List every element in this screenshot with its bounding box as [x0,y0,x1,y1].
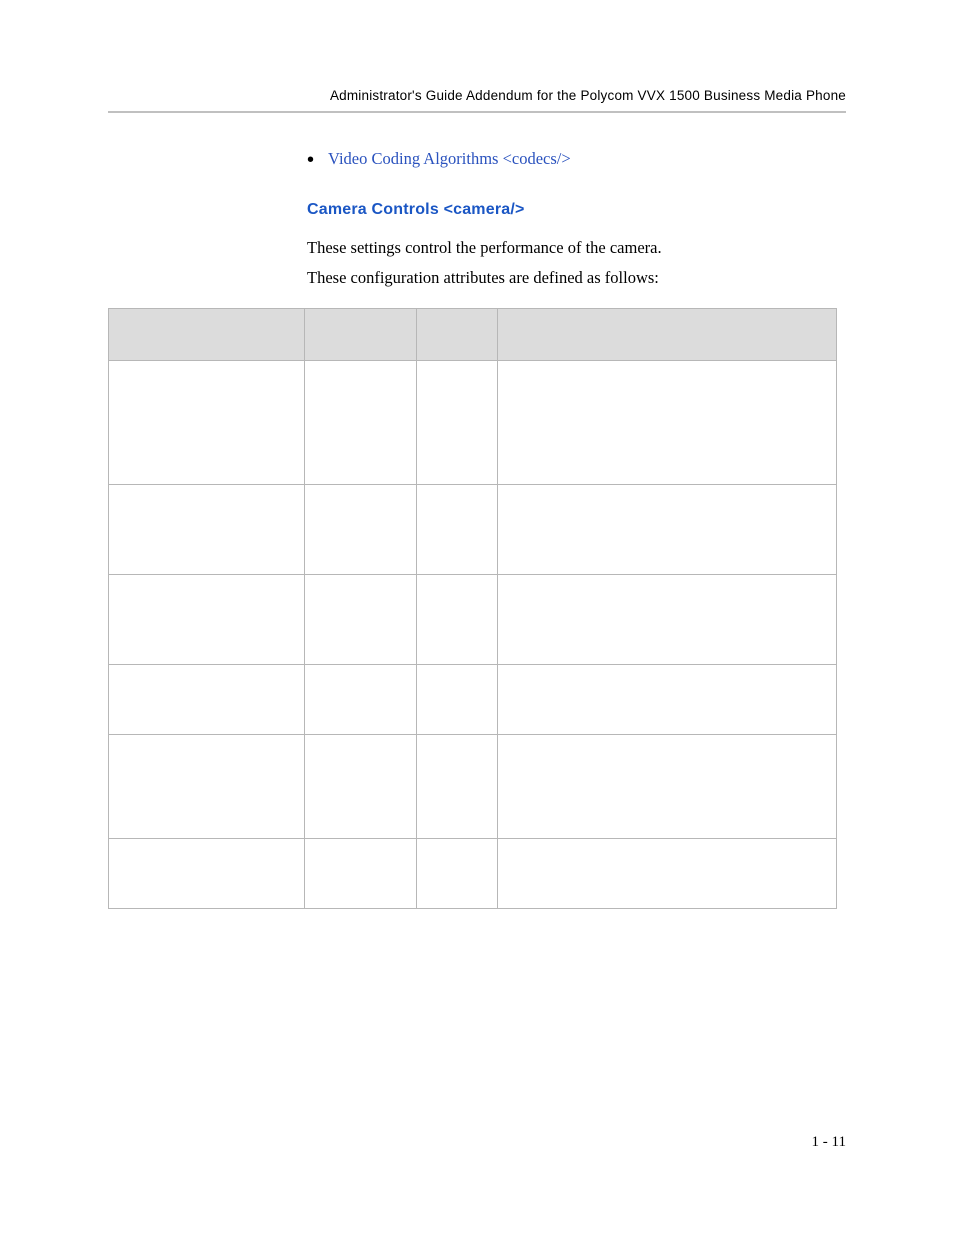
body-paragraph-2: These configuration attributes are defin… [307,265,846,291]
table-cell [109,575,305,665]
section-heading: Camera Controls <camera/> [307,201,846,219]
bullet-icon: • [307,150,314,170]
table-cell [498,665,837,735]
table-cell [305,735,417,839]
table-header-cell [109,309,305,361]
page-number: 1 - 11 [812,1134,846,1151]
table-cell [498,735,837,839]
table-cell [498,839,837,909]
table-cell [417,735,498,839]
bullet-item: • Video Coding Algorithms <codecs/> [307,149,846,169]
table-header-row [109,309,837,361]
table-cell [109,839,305,909]
config-attributes-table [108,308,837,909]
table-cell [305,485,417,575]
table-cell [417,575,498,665]
table-row [109,735,837,839]
table-cell [417,361,498,485]
table-header-cell [417,309,498,361]
running-header: Administrator's Guide Addendum for the P… [108,88,846,103]
table-cell [417,485,498,575]
table-cell [498,361,837,485]
table-cell [109,665,305,735]
table-cell [498,485,837,575]
table-cell [109,735,305,839]
body-paragraph-1: These settings control the performance o… [307,235,846,261]
cross-reference-link[interactable]: Video Coding Algorithms <codecs/> [328,149,571,169]
table-cell [498,575,837,665]
table-header-cell [498,309,837,361]
table-cell [417,839,498,909]
table-cell [305,575,417,665]
table-row [109,485,837,575]
table-row [109,575,837,665]
table-row [109,839,837,909]
table-cell [109,485,305,575]
table-row [109,361,837,485]
table-row [109,665,837,735]
table-cell [305,665,417,735]
table-header-cell [305,309,417,361]
table-cell [417,665,498,735]
table-cell [305,361,417,485]
header-rule [108,111,846,113]
table-cell [109,361,305,485]
table-cell [305,839,417,909]
